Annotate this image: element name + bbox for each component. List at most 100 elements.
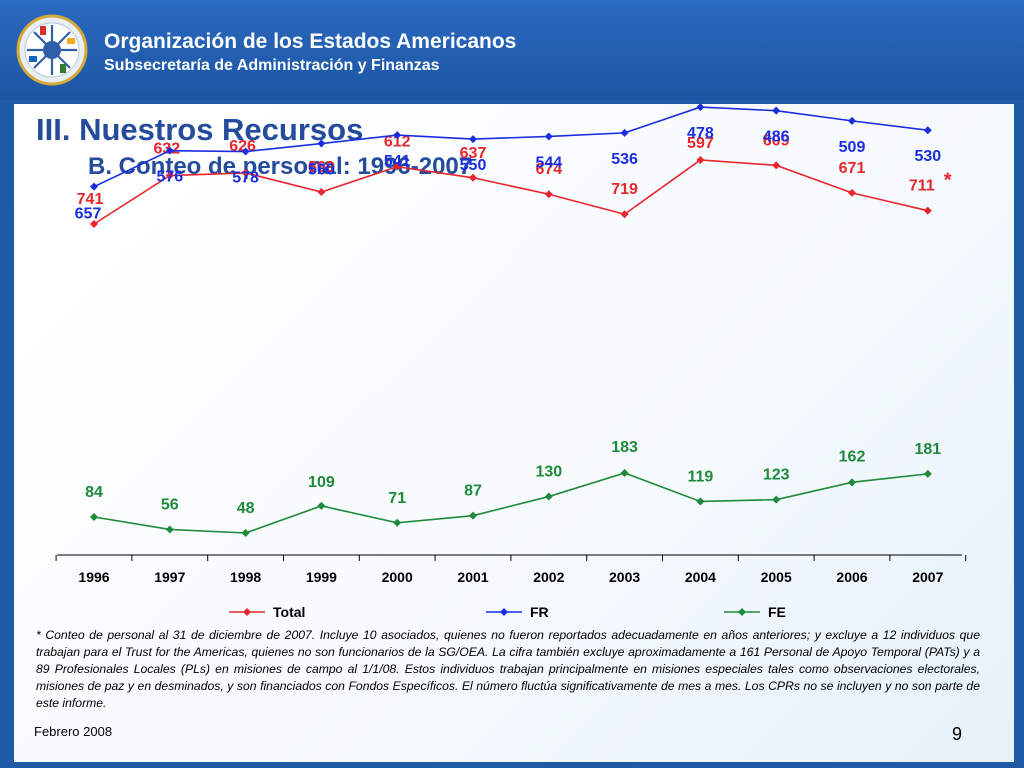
data-label-fr-2003: 536 <box>611 151 638 168</box>
series-line-fr <box>93 106 928 188</box>
org-name: Organización de los Estados Americanos <box>104 30 517 53</box>
data-point-fr-2005 <box>772 106 781 115</box>
data-point-total-1997 <box>165 171 174 180</box>
legend-label-total: Total <box>273 604 305 620</box>
data-point-fe-2000 <box>393 518 402 527</box>
data-label-fe-2002: 130 <box>535 464 562 481</box>
data-label-total-2002: 674 <box>535 161 562 178</box>
data-label-fe-1997: 56 <box>161 496 179 513</box>
data-point-total-1999 <box>317 188 326 196</box>
data-label-fr-2004: 478 <box>687 125 714 142</box>
legend-label-fe: FE <box>768 604 786 620</box>
data-label-fr-1997: 576 <box>156 169 183 186</box>
series-line-total <box>93 159 928 225</box>
org-subtitle: Subsecretaría de Administración y Finanz… <box>104 57 440 74</box>
data-label-fr-2001: 550 <box>460 157 487 174</box>
data-point-fr-1998 <box>241 147 250 156</box>
data-label-fe-1999: 109 <box>308 474 335 491</box>
data-label-total-2006: 671 <box>839 160 866 177</box>
x-tick-label-2004: 2004 <box>685 569 716 585</box>
data-point-fr-1996 <box>90 182 98 191</box>
x-tick-label-2006: 2006 <box>836 569 867 585</box>
legend-marker-fr <box>500 608 508 616</box>
data-point-total-1998 <box>241 168 250 177</box>
legend-marker-total <box>243 608 251 616</box>
data-point-fr-2007 <box>923 126 932 135</box>
slide-subtitle: B. Conteo de personal: 1996-2007 <box>88 153 473 180</box>
series-line-fe <box>93 472 928 534</box>
data-point-fe-1998 <box>241 529 250 537</box>
data-point-fe-2001 <box>469 511 477 520</box>
page-number: 9 <box>952 724 963 744</box>
data-point-fe-2007 <box>923 469 932 478</box>
data-label-total-1997: 632 <box>153 141 180 158</box>
data-point-total-2001 <box>469 173 477 182</box>
data-point-total-2007 <box>923 206 932 215</box>
data-label-total-2003: 719 <box>611 181 638 198</box>
data-label-fr-2006: 509 <box>839 139 866 156</box>
data-point-fr-2000 <box>393 131 402 140</box>
data-point-fr-2006 <box>848 116 856 125</box>
slide-title: III. Nuestros Recursos <box>36 112 364 147</box>
data-label-fe-1996: 84 <box>85 484 103 501</box>
data-label-total-2000: 612 <box>384 134 411 151</box>
data-point-total-2003 <box>620 210 629 219</box>
data-label-fr-1996: 657 <box>75 206 102 223</box>
data-label-total-2007: 711 <box>909 178 935 195</box>
data-point-fe-2002 <box>544 492 553 501</box>
data-point-fr-1997 <box>165 146 174 155</box>
x-tick-label-2007: 2007 <box>912 569 943 585</box>
data-point-total-2000 <box>393 162 402 171</box>
data-label-total-2004: 597 <box>687 135 714 152</box>
data-label-fr-2002: 544 <box>535 154 562 171</box>
x-tick-label-1998: 1998 <box>230 569 261 585</box>
x-tick-label-1996: 1996 <box>78 569 109 585</box>
data-point-fe-1996 <box>90 513 98 521</box>
data-point-fr-2001 <box>469 135 477 144</box>
data-point-fe-2003 <box>620 469 629 477</box>
data-point-fe-1997 <box>165 525 174 534</box>
data-label-fe-2004: 119 <box>687 468 713 485</box>
x-tick-label-2000: 2000 <box>382 569 413 585</box>
data-label-fe-2007: 181 <box>914 441 941 458</box>
data-label-fr-2005: 486 <box>763 129 790 146</box>
data-point-fr-1999 <box>317 139 326 148</box>
data-point-fe-2005 <box>772 495 781 504</box>
data-point-fe-2006 <box>848 478 856 487</box>
data-label-fe-2006: 162 <box>839 448 866 465</box>
x-tick-label-1999: 1999 <box>306 569 337 585</box>
data-label-fe-2003: 183 <box>611 439 638 456</box>
data-point-fr-2004 <box>696 103 705 112</box>
legend-marker-fe <box>738 608 746 616</box>
annotation-asterisk: * <box>944 170 952 192</box>
data-point-total-2004 <box>696 156 705 164</box>
header-bar: Organización de los Estados Americanos S… <box>0 0 1024 100</box>
x-tick-label-2003: 2003 <box>609 569 640 585</box>
oas-logo-icon <box>16 14 88 86</box>
data-point-fr-2002 <box>544 132 553 141</box>
data-point-total-2006 <box>848 188 856 197</box>
footnote: * Conteo de personal al 31 de diciembre … <box>36 628 980 710</box>
data-label-fr-1998: 578 <box>232 170 259 187</box>
data-label-total-2001: 637 <box>460 145 487 162</box>
data-label-fr-2000: 541 <box>384 153 411 170</box>
data-label-fr-2007: 530 <box>914 148 941 165</box>
data-point-total-1996 <box>90 220 98 228</box>
data-label-fe-2001: 87 <box>464 483 482 500</box>
x-tick-label-2005: 2005 <box>761 569 792 585</box>
data-label-fe-2005: 123 <box>763 467 790 484</box>
data-label-fe-2000: 71 <box>388 490 406 507</box>
data-point-total-2002 <box>544 190 553 199</box>
footer-date: Febrero 2008 <box>34 724 113 739</box>
slide-panel <box>14 104 1014 762</box>
x-tick-label-2001: 2001 <box>457 569 488 585</box>
x-tick-label-2002: 2002 <box>533 569 564 585</box>
data-point-fe-1999 <box>317 501 326 510</box>
legend-label-fr: FR <box>530 604 549 620</box>
data-label-total-2005: 609 <box>763 132 790 149</box>
x-tick-label-1997: 1997 <box>154 569 185 585</box>
data-label-fe-1998: 48 <box>237 500 255 517</box>
data-point-fr-2003 <box>620 128 629 137</box>
data-point-total-2005 <box>772 161 781 170</box>
